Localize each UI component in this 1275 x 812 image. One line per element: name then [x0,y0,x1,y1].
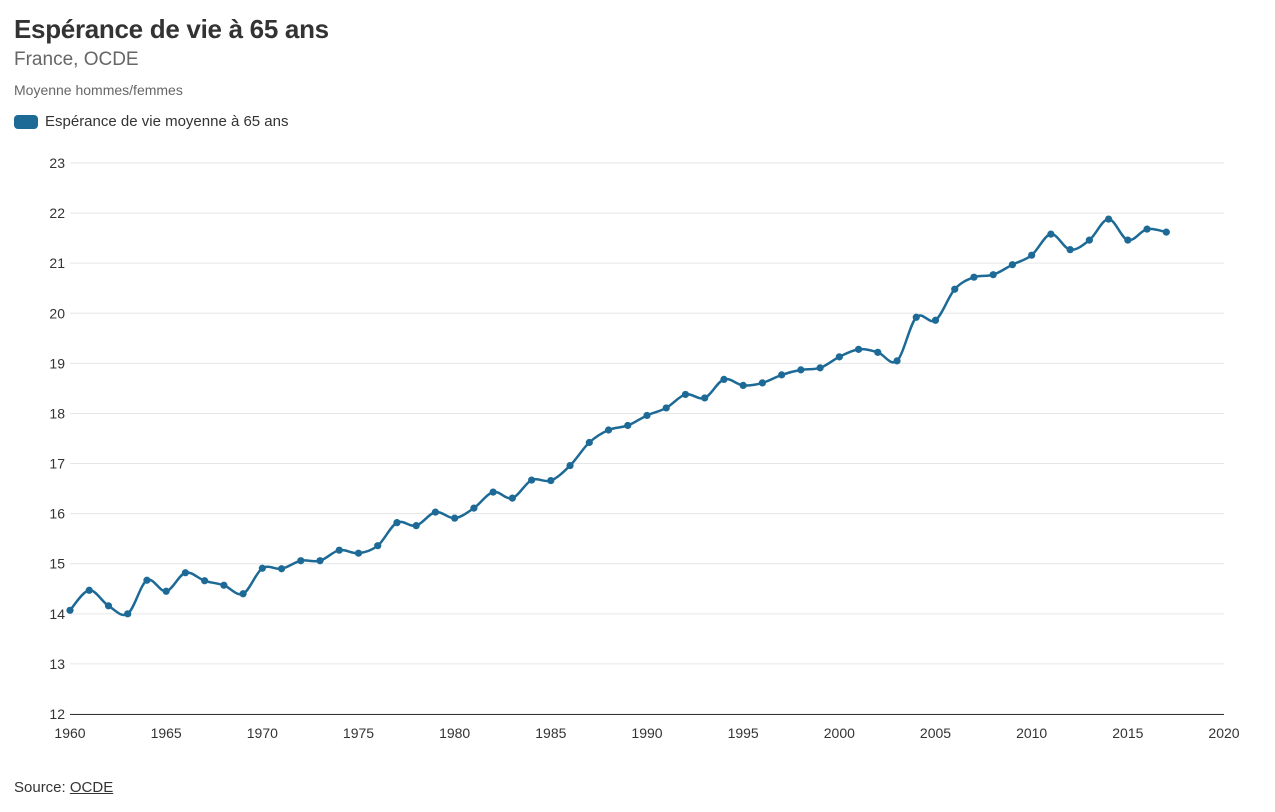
data-point[interactable] [1028,251,1036,259]
data-point[interactable] [758,379,767,387]
data-point[interactable] [1047,230,1055,238]
data-point[interactable] [970,273,978,281]
data-point[interactable] [1143,225,1151,233]
data-point[interactable] [489,488,497,496]
legend-swatch [14,114,38,129]
y-tick-label: 15 [49,556,65,572]
data-point[interactable] [316,557,324,565]
data-point[interactable] [258,564,266,572]
data-point[interactable] [297,557,305,565]
x-tick-label: 1995 [728,725,759,741]
y-tick-label: 18 [49,405,65,421]
x-tick-label: 2010 [1016,725,1047,741]
data-point[interactable] [797,366,805,374]
data-point[interactable] [624,421,632,430]
data-point[interactable] [778,371,786,379]
x-tick-label: 2005 [920,725,951,741]
data-point[interactable] [431,508,440,516]
data-point[interactable] [85,586,93,594]
data-point[interactable] [951,285,959,293]
data-point[interactable] [143,576,151,584]
legend-label: Espérance de vie moyenne à 65 ans [45,113,289,130]
data-point[interactable] [1066,246,1074,254]
data-point[interactable] [201,577,209,585]
x-tick-label: 1970 [247,725,278,741]
data-point[interactable] [1008,261,1017,269]
data-point[interactable] [354,549,363,557]
data-point[interactable] [816,364,824,372]
x-tick-label: 2015 [1112,725,1143,741]
data-point[interactable] [931,316,940,324]
data-point[interactable] [277,565,286,573]
data-point[interactable] [393,519,401,527]
data-point[interactable] [643,411,651,420]
y-tick-label: 20 [49,305,65,321]
series [66,215,1170,618]
data-point[interactable] [104,602,113,610]
y-tick-label: 21 [49,255,65,271]
grid [70,162,1224,715]
chart-title: Espérance de vie à 65 ans [14,14,329,44]
data-point[interactable] [239,590,247,598]
source-label: Source: [14,779,70,796]
data-point[interactable] [470,504,478,512]
data-point[interactable] [835,353,843,361]
data-point[interactable] [912,313,920,321]
data-point[interactable] [528,476,536,484]
x-axis: 1960 1965 1970 1975 1980 1985 1990 1995 2000 2005… [54,714,1240,741]
data-point[interactable] [374,542,382,550]
y-axis: 12 13 14 15 16 17 18 19 20 21 22 23 [49,155,65,722]
data-point[interactable] [508,494,516,502]
y-tick-label: 22 [49,205,65,221]
source-note: Source: OCDE [14,779,113,796]
data-point[interactable] [451,514,459,522]
source-link[interactable]: OCDE [69,779,114,796]
data-point[interactable] [181,569,189,577]
data-point[interactable] [874,348,882,356]
data-point[interactable] [989,271,997,279]
data-point[interactable] [412,522,420,530]
y-tick-label: 23 [49,155,65,171]
x-tick-label: 1975 [343,725,374,741]
chart-subtitle: France, OCDE [14,49,139,70]
data-point[interactable] [662,404,670,412]
data-point[interactable] [1085,236,1093,244]
data-point[interactable] [681,390,690,399]
data-point[interactable] [124,610,132,618]
legend: Espérance de vie moyenne à 65 ans [14,113,289,130]
data-point[interactable] [335,546,343,554]
y-tick-label: 16 [49,506,65,522]
y-tick-label: 14 [49,606,65,622]
data-point[interactable] [585,438,593,447]
x-tick-label: 1965 [151,725,182,741]
data-point[interactable] [604,426,613,434]
data-point[interactable] [1105,215,1113,223]
x-tick-label: 2020 [1208,725,1239,741]
series-line [69,217,1167,617]
data-point[interactable] [566,461,574,470]
data-point[interactable] [720,375,728,383]
x-tick-label: 1960 [54,725,85,741]
data-point[interactable] [854,345,863,353]
x-tick-label: 1990 [631,725,662,741]
chart-note: Moyenne hommes/femmes [14,82,183,98]
data-point[interactable] [701,394,709,402]
y-tick-label: 17 [49,456,65,472]
data-point[interactable] [1162,228,1170,236]
y-tick-label: 13 [49,656,65,672]
data-point[interactable] [220,581,228,589]
data-point[interactable] [66,606,74,614]
data-point[interactable] [547,476,555,485]
y-tick-label: 12 [49,706,65,722]
data-point[interactable] [1124,236,1132,244]
y-tick-label: 19 [49,355,65,371]
x-tick-label: 1980 [439,725,470,741]
x-tick-label: 2000 [824,725,855,741]
data-point[interactable] [739,381,747,390]
data-point[interactable] [893,357,901,365]
data-point[interactable] [162,587,170,595]
x-tick-label: 1985 [535,725,566,741]
